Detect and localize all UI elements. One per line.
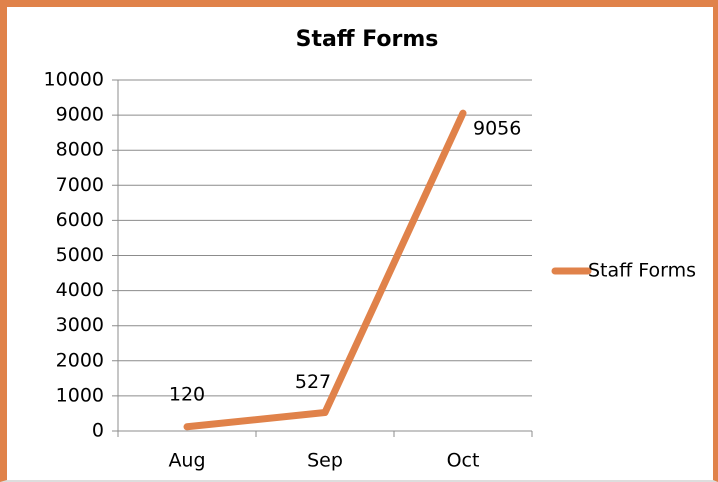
y-tick-label: 8000 (56, 139, 104, 161)
x-tick-label: Sep (307, 450, 343, 472)
y-tick-label: 10000 (44, 69, 104, 91)
y-tick-label: 5000 (56, 244, 104, 266)
legend-label: Staff Forms (588, 260, 696, 282)
y-tick-label: 9000 (56, 104, 104, 126)
x-tick-label: Oct (447, 450, 480, 472)
data-label: 120 (169, 383, 205, 405)
y-tick-label: 2000 (56, 349, 104, 371)
y-tick-label: 1000 (56, 384, 104, 406)
y-tick-label: 6000 (56, 209, 104, 231)
data-line (183, 109, 467, 431)
y-tick-label: 4000 (56, 279, 104, 301)
x-tick-label: Aug (168, 450, 205, 472)
data-label: 9056 (473, 118, 521, 140)
y-tick-label: 0 (92, 420, 104, 442)
y-tick-label: 3000 (56, 314, 104, 336)
data-label: 527 (295, 371, 331, 393)
chart-title: Staff Forms (296, 27, 439, 52)
y-tick-label: 7000 (56, 174, 104, 196)
